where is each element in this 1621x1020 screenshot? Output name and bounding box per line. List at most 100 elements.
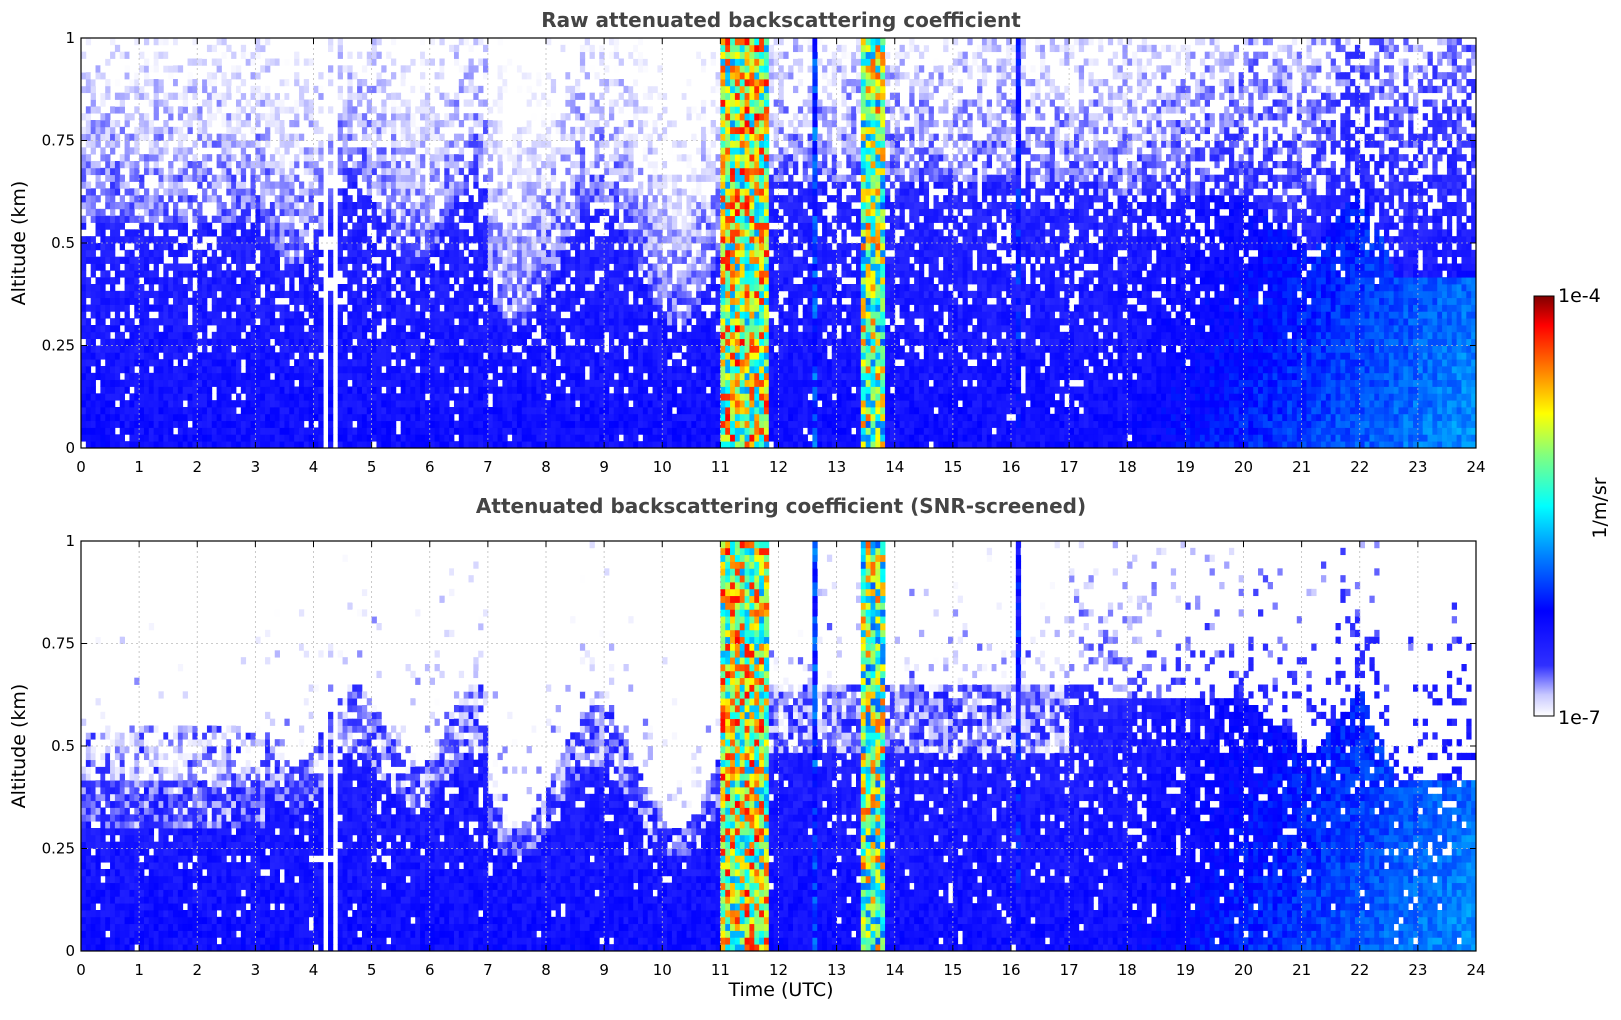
- heatmap-cell: [376, 236, 381, 243]
- heatmap-cell: [265, 366, 270, 373]
- heatmap-cell: [173, 147, 178, 154]
- heatmap-cell: [565, 298, 570, 305]
- heatmap-cell: [318, 380, 323, 387]
- heatmap-cell: [357, 202, 362, 209]
- heatmap-cell: [386, 434, 391, 441]
- heatmap-cell: [202, 352, 207, 359]
- heatmap-cell: [226, 359, 231, 366]
- heatmap-cell: [343, 414, 348, 421]
- heatmap-cell: [154, 305, 159, 312]
- heatmap-cell: [527, 154, 532, 161]
- heatmap-cell: [212, 441, 217, 448]
- heatmap-cell: [86, 188, 91, 195]
- heatmap-cell: [580, 202, 585, 209]
- heatmap-cell: [265, 311, 270, 318]
- heatmap-cell: [217, 93, 222, 100]
- heatmap-cell: [357, 428, 362, 435]
- heatmap-cell: [217, 428, 222, 435]
- heatmap-cell: [498, 270, 503, 277]
- heatmap-cell: [275, 113, 280, 120]
- heatmap-cell: [352, 332, 357, 339]
- heatmap-cell: [347, 120, 352, 127]
- heatmap-cell: [531, 387, 536, 394]
- heatmap-cell: [376, 291, 381, 298]
- heatmap-cell: [328, 428, 333, 435]
- heatmap-cell: [289, 243, 294, 250]
- heatmap-cell: [347, 229, 352, 236]
- heatmap-cell: [241, 175, 246, 182]
- heatmap-cell: [212, 284, 217, 291]
- heatmap-cell: [183, 352, 188, 359]
- heatmap-cell: [381, 147, 386, 154]
- heatmap-cell: [396, 380, 401, 387]
- heatmap-cell: [178, 270, 183, 277]
- heatmap-cell: [163, 100, 168, 107]
- heatmap-cell: [246, 243, 251, 250]
- heatmap-cell: [594, 359, 599, 366]
- heatmap-cell: [444, 325, 449, 332]
- heatmap-cell: [585, 325, 590, 332]
- heatmap-cell: [125, 38, 130, 45]
- heatmap-cell: [551, 86, 556, 93]
- heatmap-cell: [609, 339, 614, 346]
- heatmap-cell: [454, 339, 459, 346]
- heatmap-cell: [255, 223, 260, 230]
- heatmap-cell: [328, 134, 333, 141]
- heatmap-cell: [105, 86, 110, 93]
- heatmap-cell: [91, 188, 96, 195]
- heatmap-cell: [96, 264, 101, 271]
- heatmap-cell: [425, 332, 430, 339]
- heatmap-cell: [318, 72, 323, 79]
- heatmap-cell: [609, 284, 614, 291]
- heatmap-cell: [284, 366, 289, 373]
- heatmap-cell: [357, 188, 362, 195]
- heatmap-cell: [163, 270, 168, 277]
- heatmap-cell: [318, 168, 323, 175]
- heatmap-cell: [420, 100, 425, 107]
- heatmap-cell: [338, 188, 343, 195]
- heatmap-cell: [464, 407, 469, 414]
- heatmap-cell: [410, 264, 415, 271]
- heatmap-cell: [410, 428, 415, 435]
- heatmap-cell: [149, 52, 154, 59]
- heatmap-cell: [391, 147, 396, 154]
- heatmap-cell: [139, 250, 144, 257]
- heatmap-cell: [139, 428, 144, 435]
- heatmap-cell: [449, 332, 454, 339]
- heatmap-cell: [493, 45, 498, 52]
- heatmap-cell: [536, 113, 541, 120]
- heatmap-cell: [430, 421, 435, 428]
- heatmap-cell: [580, 229, 585, 236]
- heatmap-cell: [86, 400, 91, 407]
- heatmap-cell: [396, 346, 401, 353]
- heatmap-cell: [435, 414, 440, 421]
- heatmap-cell: [575, 339, 580, 346]
- heatmap-cell: [391, 93, 396, 100]
- heatmap-cell: [149, 202, 154, 209]
- heatmap-cell: [585, 264, 590, 271]
- heatmap-cell: [338, 393, 343, 400]
- heatmap-cell: [231, 154, 236, 161]
- heatmap-cell: [178, 175, 183, 182]
- heatmap-cell: [110, 373, 115, 380]
- heatmap-cell: [236, 243, 241, 250]
- heatmap-cell: [159, 134, 164, 141]
- heatmap-cell: [372, 141, 377, 148]
- heatmap-cell: [96, 332, 101, 339]
- heatmap-cell: [362, 223, 367, 230]
- heatmap-cell: [81, 346, 86, 353]
- heatmap-cell: [512, 161, 517, 168]
- heatmap-cell: [439, 59, 444, 66]
- heatmap-cell: [444, 441, 449, 448]
- heatmap-cell: [565, 202, 570, 209]
- heatmap-cell: [454, 250, 459, 257]
- heatmap-cell: [488, 407, 493, 414]
- heatmap-cell: [454, 195, 459, 202]
- heatmap-cell: [580, 393, 585, 400]
- heatmap-cell: [439, 264, 444, 271]
- heatmap-cell: [594, 421, 599, 428]
- heatmap-cell: [580, 93, 585, 100]
- heatmap-cell: [575, 175, 580, 182]
- heatmap-cell: [328, 311, 333, 318]
- heatmap-cell: [590, 305, 595, 312]
